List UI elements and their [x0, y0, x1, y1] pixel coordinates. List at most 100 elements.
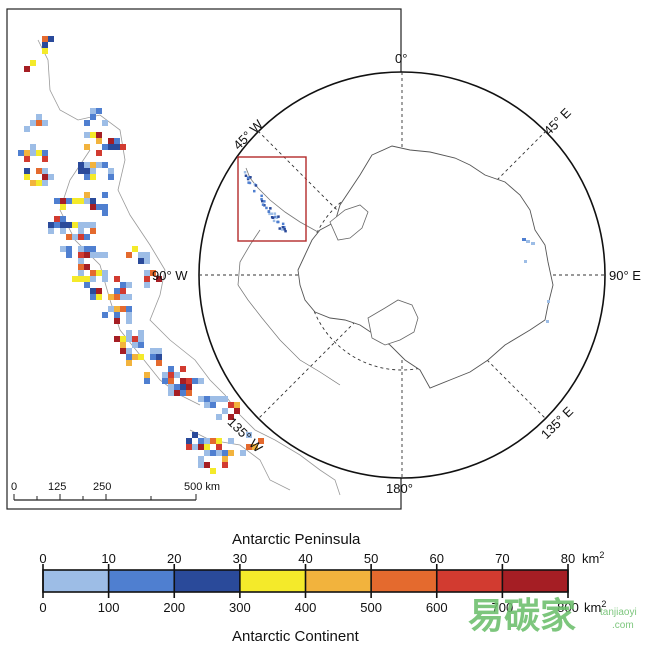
legend-top-tick-6: 60 — [430, 551, 444, 566]
legend-bottom-tick-1: 100 — [98, 600, 120, 615]
mini-heat-cell — [247, 181, 250, 184]
mini-heat-cell — [273, 212, 277, 215]
mini-heat-cell — [244, 174, 248, 177]
heat-cell — [72, 276, 78, 282]
heat-cell — [90, 222, 96, 228]
heat-cell — [84, 162, 90, 168]
legend-bottom-tick-4: 400 — [295, 600, 317, 615]
heat-cell — [102, 192, 108, 198]
heat-cell — [114, 336, 120, 342]
heat-cell — [228, 414, 234, 420]
heat-cell — [84, 282, 90, 288]
heat-cell — [102, 210, 108, 216]
legend-bottom-tick-6: 600 — [426, 600, 448, 615]
heat-cell — [30, 180, 36, 186]
legend-top-tick-4: 40 — [298, 551, 312, 566]
heat-cell — [210, 450, 216, 456]
heat-cell — [132, 336, 138, 342]
legend-swatch-7 — [502, 570, 568, 592]
heat-cell — [24, 174, 30, 180]
legend-top-tick-1: 10 — [101, 551, 115, 566]
heat-cell — [186, 390, 192, 396]
heat-cell — [198, 456, 204, 462]
heat-cell — [204, 438, 210, 444]
heat-cell — [24, 126, 30, 132]
heat-cell — [240, 450, 246, 456]
heat-cell — [60, 204, 66, 210]
label-180: 180° — [386, 481, 413, 496]
heat-cell — [120, 342, 126, 348]
heat-cell — [78, 264, 84, 270]
heat-cell — [144, 252, 150, 258]
heat-cell — [48, 36, 54, 42]
mini-heat-cell — [268, 212, 271, 216]
legend-swatch-1 — [108, 570, 175, 592]
heat-cell — [186, 378, 192, 384]
heat-cell — [174, 390, 180, 396]
mini-heat-cell — [267, 210, 271, 213]
heat-cell — [156, 360, 162, 366]
heat-cell — [96, 162, 102, 168]
heat-cell — [186, 444, 192, 450]
heat-cell — [156, 354, 162, 360]
heat-cell — [198, 438, 204, 444]
legend-swatch-4 — [305, 570, 372, 592]
heat-cell — [204, 402, 210, 408]
heat-cell — [42, 168, 48, 174]
heat-cell — [102, 120, 108, 126]
legend-top-ticks: 0 10 20 30 40 50 60 70 80 — [39, 551, 575, 566]
heat-cell — [138, 336, 144, 342]
legend-swatch-3 — [239, 570, 306, 592]
heat-cell — [84, 168, 90, 174]
heat-cell — [120, 288, 126, 294]
heat-cell — [102, 144, 108, 150]
heat-cell — [138, 354, 144, 360]
heat-cell — [198, 444, 204, 450]
heat-cell — [84, 234, 90, 240]
heat-cell — [90, 288, 96, 294]
heat-cell — [102, 204, 108, 210]
heat-cell — [162, 378, 168, 384]
heat-cell — [78, 222, 84, 228]
scale-tick-250: 250 — [93, 481, 111, 493]
legend-swatch-0 — [43, 570, 109, 592]
heat-cell — [90, 162, 96, 168]
heat-cell — [42, 180, 48, 186]
mini-heat-cell — [248, 181, 252, 185]
heat-cell — [192, 444, 198, 450]
legend-top-tick-7: 70 — [495, 551, 509, 566]
legend-color-bar — [42, 564, 569, 598]
heat-cell — [78, 270, 84, 276]
heat-cell — [84, 132, 90, 138]
heat-cell — [126, 330, 132, 336]
legend-top-tick-5: 50 — [364, 551, 378, 566]
heat-cell — [108, 168, 114, 174]
heat-cell — [66, 198, 72, 204]
legend-bottom-tick-3: 300 — [229, 600, 251, 615]
heat-cell — [90, 270, 96, 276]
heat-cell — [90, 252, 96, 258]
mini-heat-cell — [283, 228, 286, 231]
heat-cell — [30, 60, 36, 66]
heat-cell — [252, 444, 258, 450]
heat-cell — [114, 312, 120, 318]
heat-cell — [138, 330, 144, 336]
mini-heat-cell — [278, 227, 281, 230]
mini-heat-cell — [283, 226, 286, 229]
heat-cell — [180, 378, 186, 384]
heat-cell — [108, 294, 114, 300]
heat-cell — [180, 384, 186, 390]
legend-bottom-tick-8: 800 — [557, 600, 579, 615]
heat-cell — [132, 342, 138, 348]
ross-ice-shelf — [367, 299, 419, 346]
heat-cell — [210, 468, 216, 474]
heat-cell — [96, 294, 102, 300]
legend-top-tick-0: 0 — [39, 551, 46, 566]
heat-cell — [222, 450, 228, 456]
heat-cell — [180, 366, 186, 372]
heat-cell — [180, 390, 186, 396]
heat-cell — [144, 282, 150, 288]
heat-cell — [78, 258, 84, 264]
mini-heat-cell — [270, 212, 274, 215]
heat-cell — [78, 162, 84, 168]
